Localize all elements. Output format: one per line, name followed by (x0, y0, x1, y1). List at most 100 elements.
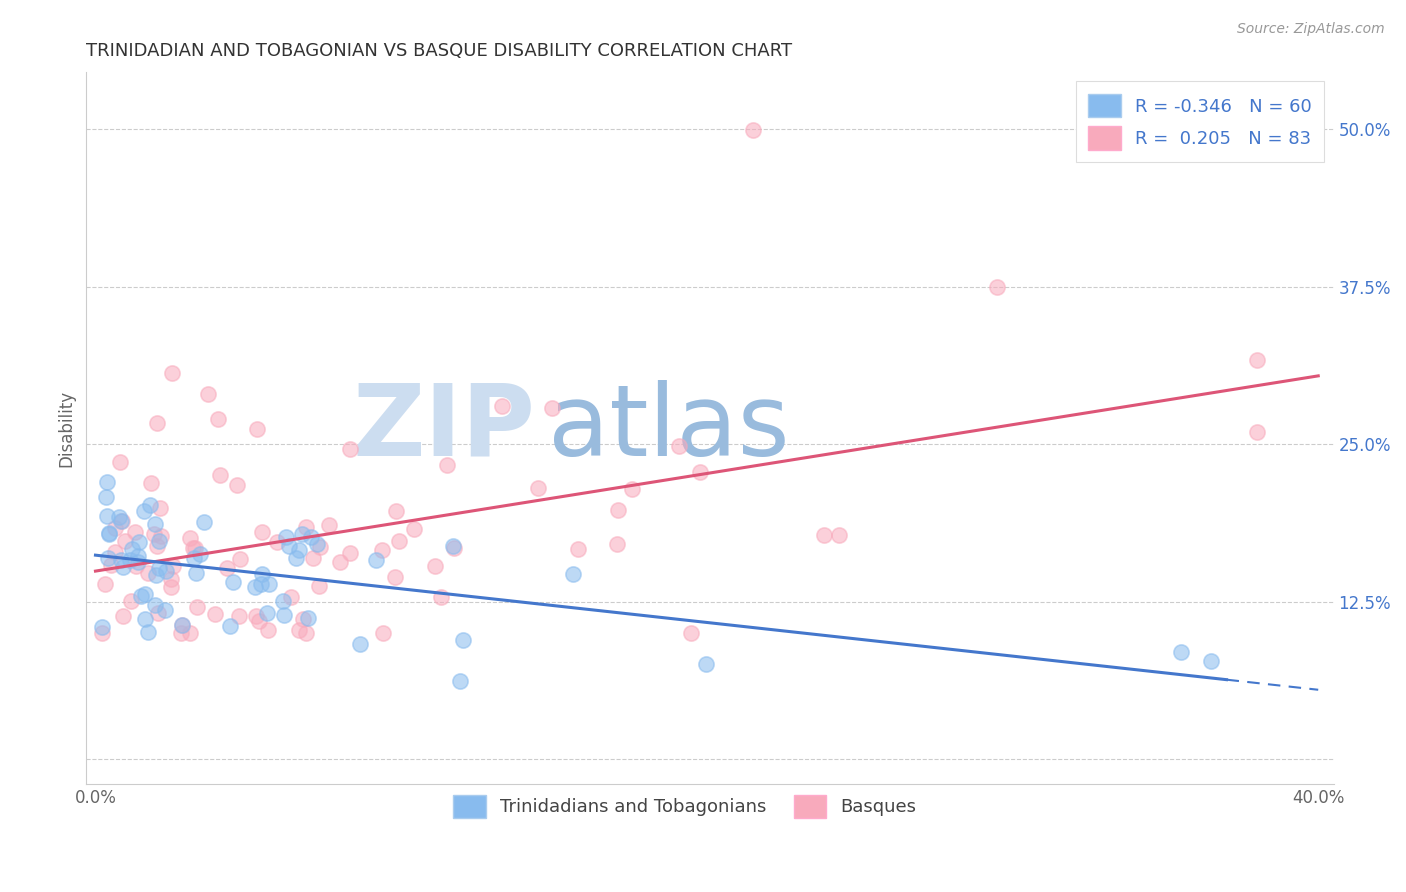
Point (291, 527, 314, 541)
Text: TRINIDADIAN AND TOBAGONIAN VS BASQUE DISABILITY CORRELATION CHART: TRINIDADIAN AND TOBAGONIAN VS BASQUE DIS… (86, 42, 793, 60)
Point (371, 626, 394, 640)
Point (247, 614, 270, 628)
Point (1199, 654, 1222, 668)
Point (250, 525, 273, 540)
Point (97, 525, 120, 540)
Point (148, 606, 170, 620)
Point (741, 123, 763, 137)
Point (318, 518, 340, 533)
Point (299, 530, 322, 544)
Point (541, 401, 564, 415)
Point (170, 618, 193, 632)
Point (288, 543, 311, 558)
Point (148, 561, 170, 575)
Point (668, 439, 690, 453)
Point (108, 510, 131, 524)
Point (100, 558, 122, 573)
Text: Source: ZipAtlas.com: Source: ZipAtlas.com (1237, 22, 1385, 37)
Point (274, 530, 297, 544)
Point (104, 545, 127, 559)
Point (295, 520, 318, 534)
Point (245, 580, 267, 594)
Point (139, 476, 162, 491)
Point (449, 673, 471, 688)
Point (562, 566, 585, 581)
Point (98, 526, 121, 541)
Point (285, 551, 308, 566)
Point (120, 594, 142, 608)
Point (208, 468, 231, 483)
Point (90, 626, 112, 640)
Point (302, 551, 325, 566)
Point (527, 481, 550, 495)
Point (136, 624, 159, 639)
Point (146, 417, 169, 431)
Point (384, 570, 406, 584)
Point (621, 482, 644, 496)
Point (273, 607, 295, 622)
Point (143, 516, 166, 531)
Point (111, 514, 134, 528)
Point (96, 490, 118, 504)
Point (104, 521, 127, 535)
Point (695, 657, 717, 672)
Point (266, 534, 288, 549)
Point (349, 637, 371, 651)
Point (204, 607, 226, 621)
Point (294, 626, 316, 640)
Point (257, 623, 280, 637)
Point (127, 549, 149, 563)
Point (366, 552, 388, 566)
Point (134, 612, 156, 626)
Point (288, 623, 311, 637)
Point (828, 528, 851, 542)
Point (155, 564, 177, 578)
Y-axis label: Disability: Disability (58, 390, 75, 467)
Point (181, 541, 204, 556)
Point (111, 609, 134, 624)
Point (124, 525, 146, 540)
Point (132, 504, 155, 518)
Point (436, 458, 458, 472)
Point (329, 555, 352, 569)
Point (149, 501, 172, 516)
Point (197, 386, 219, 401)
Point (97, 551, 120, 566)
Point (143, 598, 166, 612)
Point (129, 589, 152, 603)
Point (143, 526, 166, 541)
Point (108, 455, 131, 469)
Point (441, 539, 464, 553)
Point (110, 514, 132, 528)
Point (138, 498, 160, 512)
Point (207, 412, 229, 426)
Point (127, 555, 149, 569)
Point (179, 531, 201, 545)
Point (250, 576, 273, 591)
Point (110, 553, 132, 567)
Point (170, 618, 193, 632)
Point (179, 626, 201, 640)
Point (402, 522, 425, 536)
Point (245, 609, 267, 624)
Point (160, 366, 183, 380)
Point (256, 606, 278, 620)
Point (491, 399, 513, 413)
Point (277, 540, 299, 554)
Point (184, 566, 207, 580)
Point (385, 504, 408, 518)
Point (186, 600, 208, 615)
Point (606, 503, 628, 517)
Point (1246, 352, 1268, 367)
Point (1170, 645, 1192, 659)
Point (271, 594, 294, 608)
Point (681, 626, 703, 640)
Point (297, 610, 319, 624)
Point (118, 552, 141, 566)
Point (567, 542, 589, 557)
Point (339, 442, 361, 456)
Point (986, 279, 1008, 293)
Point (308, 579, 330, 593)
Point (430, 590, 453, 604)
Point (193, 515, 215, 529)
